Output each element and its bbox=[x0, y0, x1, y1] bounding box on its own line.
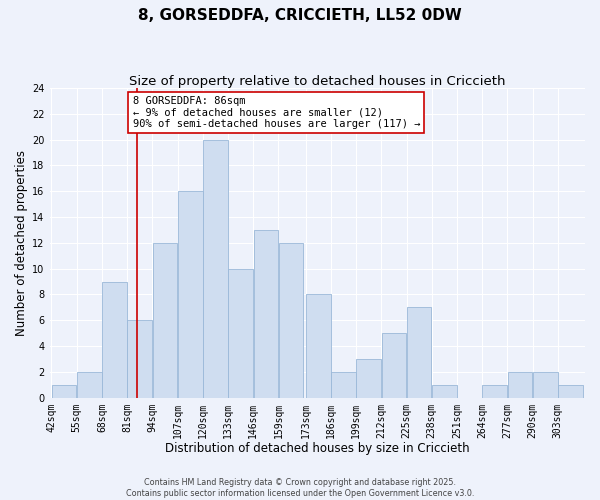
Bar bbox=[558, 385, 583, 398]
Bar bbox=[432, 385, 457, 398]
Bar bbox=[533, 372, 557, 398]
Bar bbox=[229, 268, 253, 398]
Bar bbox=[77, 372, 101, 398]
Bar bbox=[356, 359, 381, 398]
Bar bbox=[52, 385, 76, 398]
Bar bbox=[331, 372, 356, 398]
Bar bbox=[407, 308, 431, 398]
Bar bbox=[382, 333, 406, 398]
Text: 8, GORSEDDFA, CRICCIETH, LL52 0DW: 8, GORSEDDFA, CRICCIETH, LL52 0DW bbox=[138, 8, 462, 22]
Bar bbox=[178, 191, 203, 398]
Bar bbox=[279, 243, 304, 398]
Bar bbox=[102, 282, 127, 398]
Bar bbox=[203, 140, 228, 398]
X-axis label: Distribution of detached houses by size in Criccieth: Distribution of detached houses by size … bbox=[165, 442, 470, 455]
Y-axis label: Number of detached properties: Number of detached properties bbox=[15, 150, 28, 336]
Bar bbox=[152, 243, 177, 398]
Text: Contains HM Land Registry data © Crown copyright and database right 2025.
Contai: Contains HM Land Registry data © Crown c… bbox=[126, 478, 474, 498]
Bar bbox=[254, 230, 278, 398]
Bar bbox=[482, 385, 507, 398]
Title: Size of property relative to detached houses in Criccieth: Size of property relative to detached ho… bbox=[129, 75, 506, 88]
Bar bbox=[508, 372, 532, 398]
Bar bbox=[306, 294, 331, 398]
Bar bbox=[127, 320, 152, 398]
Text: 8 GORSEDDFA: 86sqm
← 9% of detached houses are smaller (12)
90% of semi-detached: 8 GORSEDDFA: 86sqm ← 9% of detached hous… bbox=[133, 96, 420, 129]
